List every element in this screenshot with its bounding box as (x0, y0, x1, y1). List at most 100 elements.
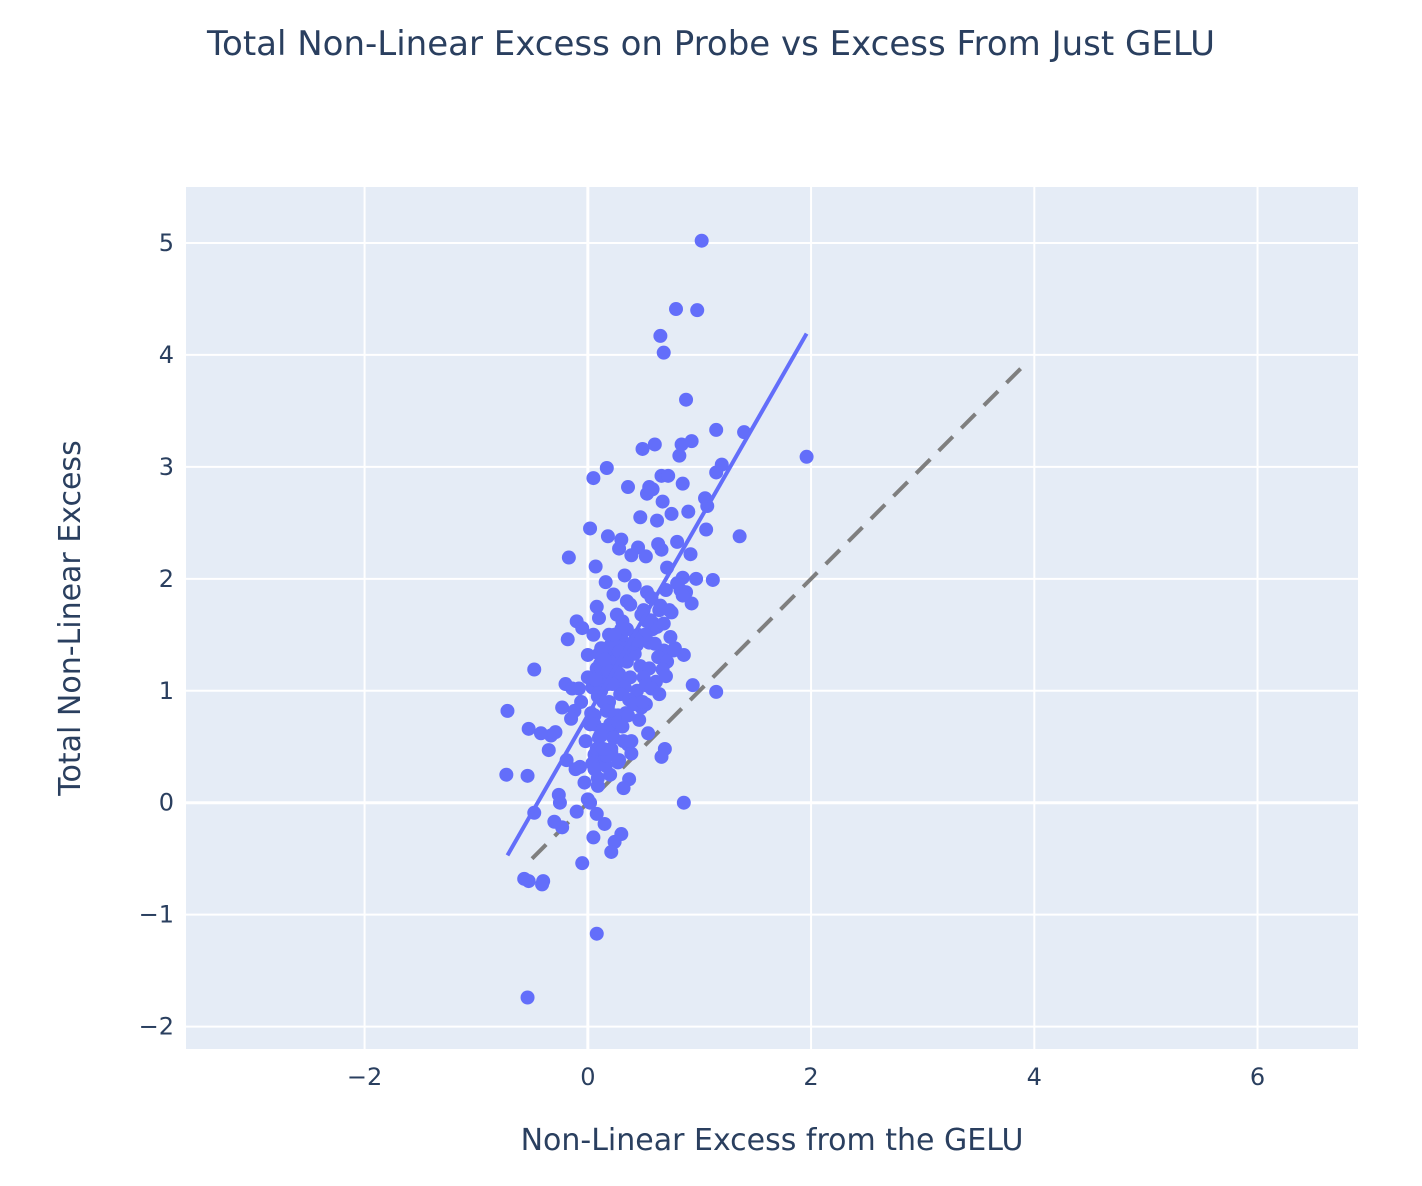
scatter-point[interactable] (589, 926, 604, 941)
scatter-point[interactable] (621, 480, 636, 495)
scatter-point[interactable] (642, 480, 657, 495)
scatter-point[interactable] (548, 725, 563, 740)
scatter-point[interactable] (672, 448, 687, 463)
scatter-point[interactable] (606, 587, 621, 602)
scatter-point[interactable] (568, 762, 583, 777)
scatter-point[interactable] (621, 708, 636, 723)
scatter-point[interactable] (679, 392, 694, 407)
scatter-point[interactable] (535, 877, 550, 892)
scatter-point[interactable] (586, 830, 601, 845)
scatter-point[interactable] (560, 632, 575, 647)
scatter-point[interactable] (614, 827, 629, 842)
scatter-point[interactable] (694, 233, 709, 248)
scatter-point[interactable] (683, 547, 698, 562)
scatter-point[interactable] (590, 778, 605, 793)
scatter-point[interactable] (500, 703, 515, 718)
scatter-point[interactable] (586, 471, 601, 486)
scatter-point[interactable] (658, 669, 673, 684)
scatter-point[interactable] (624, 734, 639, 749)
scatter-point[interactable] (527, 662, 542, 677)
scatter-point[interactable] (569, 804, 584, 819)
scatter-point[interactable] (799, 449, 814, 464)
scatter-point[interactable] (662, 603, 677, 618)
scatter-point[interactable] (597, 652, 612, 667)
scatter-point[interactable] (499, 767, 514, 782)
scatter-point[interactable] (670, 576, 685, 591)
scatter-point[interactable] (561, 550, 576, 565)
scatter-point[interactable] (520, 768, 535, 783)
scatter-point[interactable] (647, 636, 662, 651)
scatter-point[interactable] (607, 627, 622, 642)
scatter-point[interactable] (598, 575, 613, 590)
scatter-point[interactable] (580, 647, 595, 662)
scatter-point[interactable] (577, 775, 592, 790)
scatter-point[interactable] (583, 521, 598, 536)
scatter-point[interactable] (555, 820, 570, 835)
scatter-point[interactable] (635, 694, 650, 709)
scatter-point[interactable] (681, 504, 696, 519)
scatter-point[interactable] (638, 549, 653, 564)
scatter-point[interactable] (709, 684, 724, 699)
scatter-point[interactable] (669, 302, 684, 317)
scatter-point[interactable] (675, 588, 690, 603)
scatter-point[interactable] (600, 529, 615, 544)
scatter-point[interactable] (650, 513, 665, 528)
scatter-point[interactable] (641, 726, 656, 741)
scatter-point[interactable] (663, 630, 678, 645)
scatter-point[interactable] (594, 728, 609, 743)
scatter-point[interactable] (533, 726, 548, 741)
scatter-point[interactable] (617, 568, 632, 583)
scatter-point[interactable] (588, 672, 603, 687)
scatter-point[interactable] (588, 559, 603, 574)
scatter-point[interactable] (699, 522, 714, 537)
scatter-point[interactable] (676, 795, 691, 810)
scatter-point[interactable] (655, 494, 670, 509)
scatter-point[interactable] (599, 460, 614, 475)
scatter-point[interactable] (587, 762, 602, 777)
scatter-point[interactable] (517, 871, 532, 886)
scatter-point[interactable] (624, 548, 639, 563)
scatter-point[interactable] (589, 806, 604, 821)
scatter-point[interactable] (619, 622, 634, 637)
scatter-point[interactable] (610, 755, 625, 770)
scatter-point[interactable] (596, 741, 611, 756)
scatter-point[interactable] (591, 611, 606, 625)
scatter-point[interactable] (586, 627, 601, 642)
scatter-point[interactable] (654, 749, 669, 764)
scatter-point[interactable] (564, 711, 579, 726)
scatter-point[interactable] (656, 345, 671, 360)
scatter-point[interactable] (624, 746, 639, 761)
scatter-point[interactable] (565, 681, 580, 696)
scatter-point[interactable] (709, 422, 724, 437)
scatter-point[interactable] (661, 468, 676, 483)
scatter-point[interactable] (635, 441, 650, 456)
scatter-point[interactable] (653, 328, 668, 343)
scatter-point[interactable] (520, 990, 535, 1005)
scatter-point[interactable] (632, 712, 647, 727)
scatter-point[interactable] (690, 303, 705, 318)
scatter-point[interactable] (732, 529, 747, 544)
scatter-point[interactable] (612, 541, 627, 556)
scatter-point[interactable] (616, 781, 631, 796)
scatter-point[interactable] (578, 734, 593, 749)
scatter-point[interactable] (623, 597, 638, 612)
scatter-point[interactable] (541, 743, 556, 758)
scatter-point[interactable] (575, 621, 590, 636)
scatter-point[interactable] (685, 678, 700, 693)
scatter-point[interactable] (555, 700, 570, 715)
scatter-point[interactable] (666, 643, 681, 658)
scatter-point[interactable] (689, 571, 704, 586)
scatter-point[interactable] (615, 719, 630, 734)
scatter-point[interactable] (603, 767, 618, 782)
scatter-point[interactable] (647, 437, 662, 452)
scatter-point[interactable] (589, 599, 604, 614)
scatter-point[interactable] (654, 542, 669, 557)
scatter-point[interactable] (656, 616, 671, 631)
scatter-point[interactable] (652, 687, 667, 702)
scatter-point[interactable] (705, 572, 720, 587)
scatter-point[interactable] (684, 434, 699, 449)
scatter-point[interactable] (633, 510, 648, 525)
scatter-point[interactable] (670, 534, 685, 549)
scatter-point[interactable] (664, 506, 679, 521)
scatter-point[interactable] (574, 694, 589, 709)
